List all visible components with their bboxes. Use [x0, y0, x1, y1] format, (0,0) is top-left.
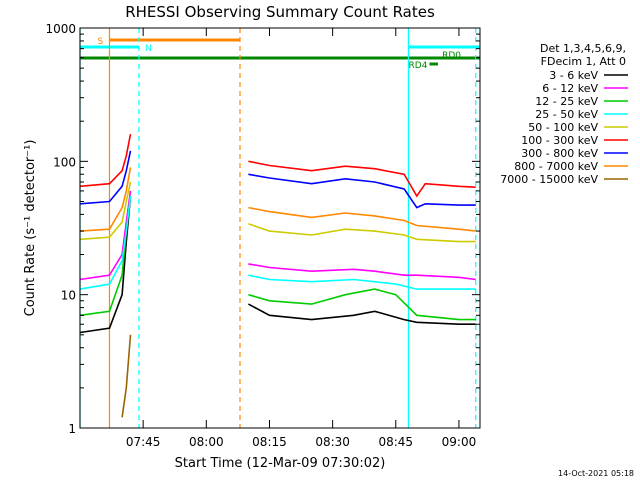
- series-line-7-seg-0: [79, 167, 132, 232]
- interval-label-rd0: RD0: [442, 51, 461, 61]
- y-axis-label: Count Rate (s⁻¹ detector⁻¹): [23, 140, 38, 317]
- series-line-5-seg-0: [79, 133, 132, 188]
- x-tick-label-1: 08:00: [189, 435, 224, 449]
- chart-title: RHESSI Observing Summary Count Rates: [125, 3, 435, 21]
- observing-intervals: S N RD0 RD4: [80, 37, 480, 71]
- series-line-0-seg-1: [248, 303, 476, 326]
- series-line-3-seg-1: [248, 274, 476, 290]
- x-axis-ticks: 07:45 08:00 08:15 08:30 08:45 09:00: [126, 28, 476, 449]
- series-line-8-seg-0: [121, 334, 132, 418]
- series-line-0-seg-0: [79, 195, 132, 334]
- legend-label-0: 3 - 6 keV: [549, 69, 598, 82]
- series-line-4-seg-0: [79, 181, 132, 241]
- legend-label-8: 7000 - 15000 keV: [500, 173, 598, 186]
- legend-label-6: 300 - 800 keV: [521, 147, 598, 160]
- series-line-2-seg-1: [248, 288, 476, 321]
- x-tick-label-0: 07:45: [126, 435, 161, 449]
- interval-label-rd4: RD4: [409, 61, 428, 71]
- plot-frame: [79, 27, 481, 429]
- legend-label-5: 100 - 300 keV: [521, 134, 598, 147]
- legend-label-7: 800 - 7000 keV: [514, 160, 598, 173]
- legend: Det 1,3,4,5,6,9,FDecim 1, Att 03 - 6 keV…: [500, 42, 628, 186]
- y-tick-label-0: 1: [68, 422, 76, 436]
- series-line-5-seg-1: [248, 160, 476, 198]
- x-tick-label-3: 08:30: [315, 435, 350, 449]
- series-line-6-seg-0: [79, 150, 132, 205]
- x-axis-label: Start Time (12-Mar-09 07:30:02): [175, 456, 386, 471]
- x-tick-label-5: 09:00: [442, 435, 477, 449]
- y-tick-label-2: 100: [53, 155, 76, 169]
- legend-label-4: 50 - 100 keV: [528, 121, 598, 134]
- series-line-1-seg-0: [79, 190, 132, 281]
- legend-header-1: FDecim 1, Att 0: [541, 55, 626, 68]
- series-group: [79, 133, 476, 418]
- x-tick-label-2: 08:15: [252, 435, 287, 449]
- series-line-6-seg-1: [248, 173, 476, 209]
- footer-timestamp: 14-Oct-2021 05:18: [558, 469, 634, 478]
- legend-label-1: 6 - 12 keV: [542, 82, 598, 95]
- x-tick-label-4: 08:45: [378, 435, 413, 449]
- series-line-1-seg-1: [248, 263, 476, 281]
- interval-label-n: N: [145, 44, 152, 54]
- y-axis-ticks: 1 10 100 1000: [45, 22, 480, 436]
- y-tick-label-3: 1000: [45, 22, 76, 36]
- y-tick-label-1: 10: [61, 289, 76, 303]
- legend-label-2: 12 - 25 keV: [535, 95, 598, 108]
- status-vertical-lines: [79, 28, 477, 428]
- series-line-3-seg-0: [79, 195, 132, 290]
- legend-header-0: Det 1,3,4,5,6,9,: [540, 42, 626, 55]
- interval-label-s: S: [97, 37, 103, 47]
- series-line-4-seg-1: [248, 223, 476, 243]
- legend-label-3: 25 - 50 keV: [535, 108, 598, 121]
- series-line-7-seg-1: [248, 206, 476, 232]
